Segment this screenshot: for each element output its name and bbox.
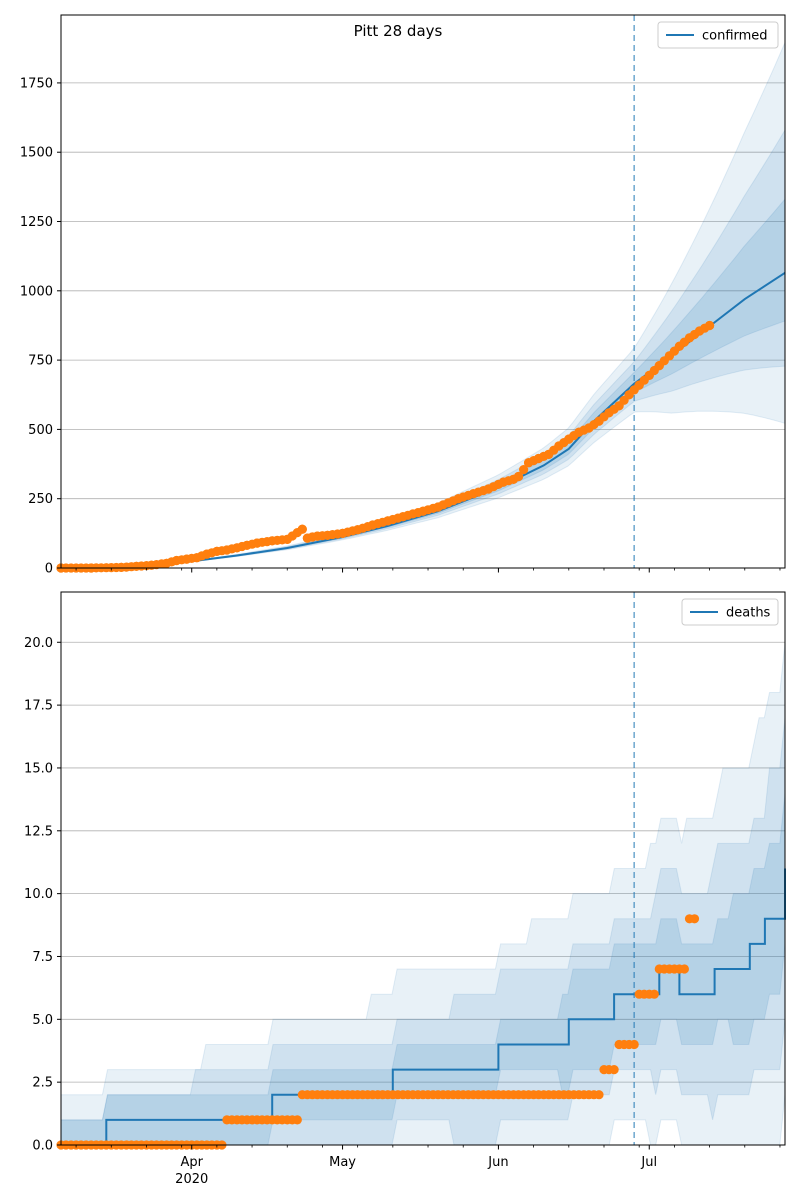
legend-label: deaths [726,606,771,621]
y-tick-label: 7.5 [32,950,53,965]
y-tick-label: 5.0 [32,1013,53,1028]
y-tick-label: 1500 [20,146,53,161]
y-tick-label: 750 [28,354,53,369]
observed-point [705,320,715,331]
y-tick-label: 0 [45,562,53,577]
chart-title: Pitt 28 days [354,22,443,40]
x-tick-label: Jul [640,1155,657,1170]
x-tick-label: Jun [487,1155,508,1170]
y-tick-label: 17.5 [24,699,53,714]
observed-point [649,989,659,999]
legend-label: confirmed [702,29,768,44]
axes-frame [60,14,786,569]
x-tick-label-line: Jul [640,1155,657,1170]
x-tick-label-line: Jun [487,1155,508,1170]
y-tick-label: 2.5 [32,1076,53,1091]
observed-point [689,914,700,924]
x-tick-label: Apr 2020 [175,1155,208,1187]
observed-point [297,524,307,534]
observed-point [679,964,690,974]
y-tick-label: 1000 [20,284,53,299]
y-tick-label: 0.0 [32,1139,53,1154]
model-line [61,868,786,1146]
confirmed-chart: 0 250 500 750 1000 1250 1500 1750 confirmed [20,14,786,577]
x-tick-label-line: May [329,1155,356,1170]
observed-point [513,471,524,482]
y-tick-label: 1750 [20,76,53,91]
x-tick-label-line: Apr [180,1155,203,1170]
deaths-chart: 0.0 2.5 5.0 7.5 10.0 12.5 15.0 17.5 20.0 Apr 2020 M… [24,591,786,1187]
legend-box [657,21,779,49]
y-tick-label: 10.0 [24,887,53,902]
legend-box [681,598,779,626]
y-tick-label: 250 [28,492,53,507]
observed-point [629,1039,639,1050]
x-tick-label: May [329,1155,356,1170]
observed-point [292,1115,302,1125]
y-tick-label: 12.5 [24,824,53,839]
axes-frame [60,591,786,1146]
y-tick-label: 15.0 [24,761,53,776]
legend: deaths [681,598,779,626]
x-tick-label-line: 2020 [175,1172,208,1187]
y-tick-label: 1250 [20,215,53,230]
y-tick-label: 500 [28,423,53,438]
observed-point [594,1090,604,1100]
observed-point [519,465,529,475]
legend: confirmed [657,21,779,49]
observed-point [609,1065,619,1075]
y-tick-label: 20.0 [24,636,53,651]
